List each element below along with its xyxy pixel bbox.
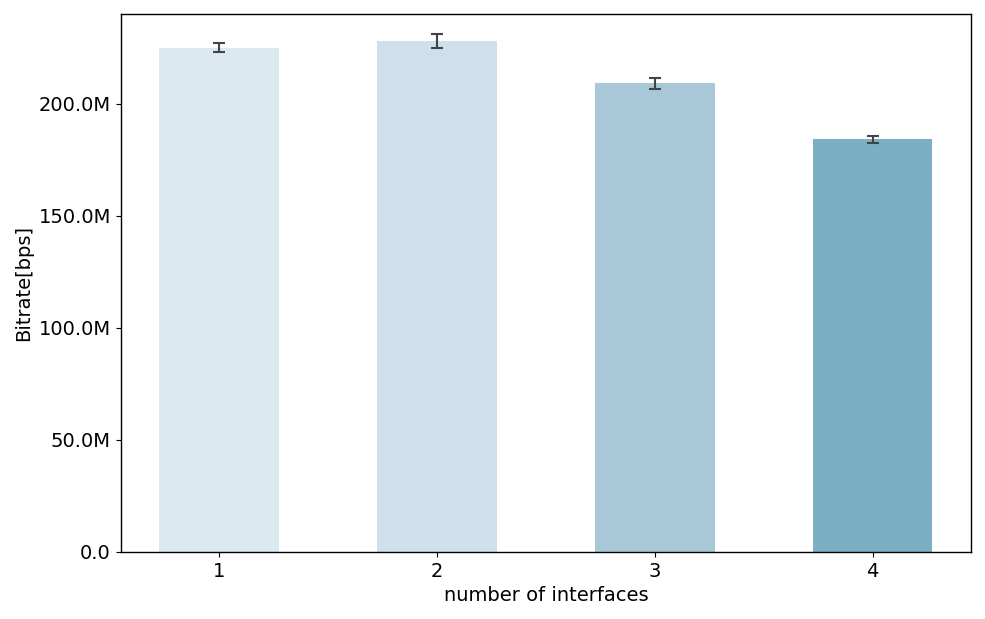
Bar [813, 139, 933, 552]
X-axis label: number of interfaces: number of interfaces [443, 586, 648, 605]
Bar [160, 48, 279, 552]
Bar [595, 84, 715, 552]
Y-axis label: Bitrate[bps]: Bitrate[bps] [14, 225, 33, 341]
Bar [377, 41, 496, 552]
